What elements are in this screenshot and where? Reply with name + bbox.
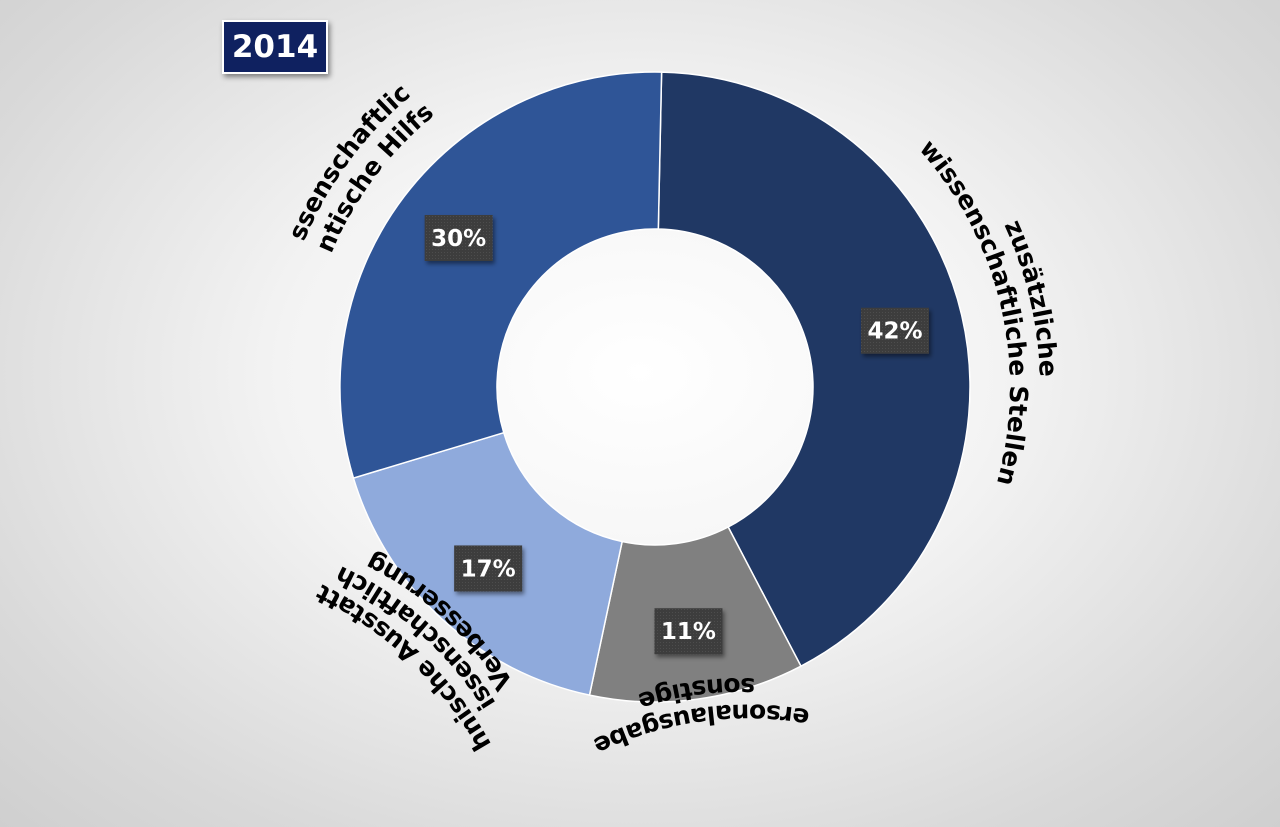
- donut-slice: [339, 71, 663, 479]
- value-label: 17%: [454, 545, 523, 592]
- svg-text:30%: 30%: [431, 226, 486, 252]
- value-label: 42%: [860, 307, 929, 354]
- value-labels-layer: 42% 11% 17% 30%: [424, 214, 929, 655]
- svg-text:42%: 42%: [867, 319, 922, 345]
- donut-slice: [657, 71, 971, 668]
- value-label: 11%: [654, 608, 723, 655]
- svg-text:11%: 11%: [661, 619, 716, 645]
- value-label: 30%: [424, 214, 493, 261]
- svg-text:17%: 17%: [461, 556, 516, 582]
- year-badge: 2014: [222, 20, 328, 74]
